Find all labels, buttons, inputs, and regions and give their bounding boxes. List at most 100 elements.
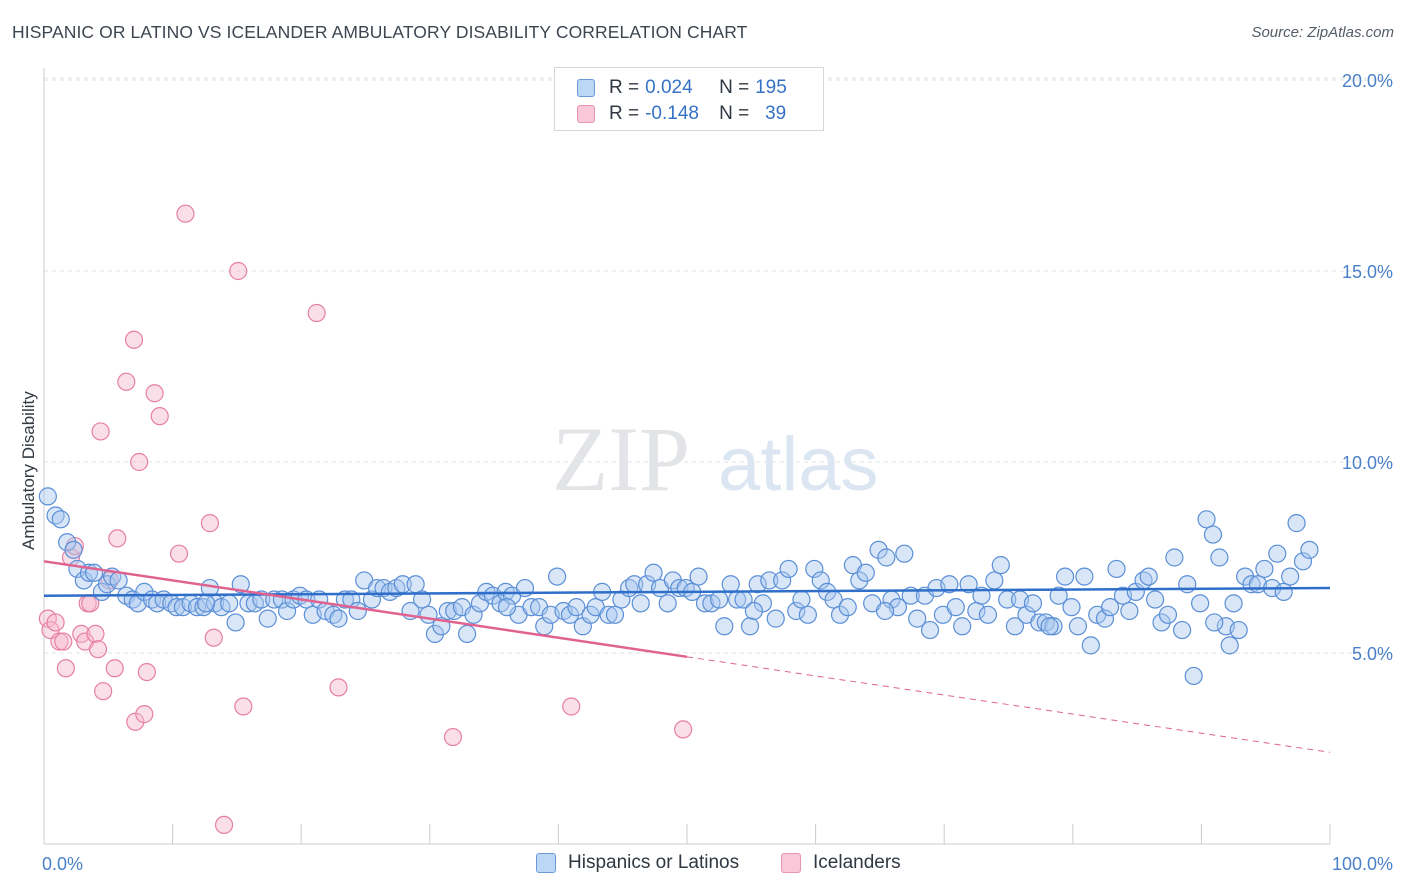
trend-lines: [43, 560, 1331, 753]
icelanders-point: [214, 815, 234, 835]
hispanics-point: [1158, 605, 1178, 624]
legend-r-value: -0.148: [645, 103, 699, 124]
hispanics-point: [978, 605, 998, 624]
hispanics-point: [1300, 540, 1319, 559]
hispanics-point: [277, 601, 297, 621]
hispanics-point: [721, 575, 740, 594]
hispanics-point: [457, 624, 477, 644]
hispanics-point: [946, 598, 965, 617]
hispanics-point: [985, 571, 1004, 590]
hispanics-point: [425, 624, 445, 644]
icelanders-point: [307, 303, 326, 323]
hispanics-point: [1139, 567, 1158, 586]
hispanics-point: [1220, 636, 1239, 655]
icelanders-points: [38, 204, 693, 835]
hispanics-point: [1049, 586, 1068, 605]
hispanics-point: [805, 559, 824, 579]
hispanics-point: [1030, 613, 1049, 632]
hispanics-point: [599, 605, 618, 624]
legend-row-hispanics: R = 0.024 N = 195: [577, 76, 787, 100]
legend-r-label: R =: [609, 103, 640, 124]
hispanics-point: [548, 567, 567, 586]
hispanics-point: [869, 540, 888, 559]
legend-n-value: 39: [765, 103, 787, 124]
watermark: ZIP atlas: [552, 408, 879, 510]
legend-swatch-pink: [781, 853, 801, 873]
icelanders-point: [108, 529, 127, 548]
hispanics-point: [787, 601, 806, 621]
hispanics-point: [792, 590, 811, 609]
icelanders-trend-extension: [686, 656, 1331, 753]
legend-item-hispanics: Hispanics or Latinos: [536, 852, 739, 874]
chart-title: HISPANIC OR LATINO VS ICELANDER AMBULATO…: [12, 22, 748, 42]
hispanics-point: [1152, 613, 1171, 632]
icelanders-point: [86, 624, 105, 644]
hispanics-point: [1075, 567, 1094, 586]
hispanics-trend-line: [43, 586, 1331, 597]
axes: [43, 68, 1331, 845]
hispanics-point: [658, 594, 677, 613]
icelanders-point: [169, 544, 189, 563]
hispanics-point: [748, 575, 767, 594]
hispanics-point: [412, 590, 432, 609]
hispanics-point: [760, 571, 779, 590]
hispanics-point: [877, 548, 896, 567]
hispanics-point: [567, 598, 586, 617]
legend-n-label: N =: [719, 103, 750, 124]
icelanders-point: [137, 662, 156, 682]
icelanders-point: [234, 697, 253, 716]
hispanics-point: [1197, 510, 1216, 529]
hispanics-point: [838, 598, 857, 617]
hispanics-point: [1184, 666, 1203, 686]
hispanics-point: [940, 575, 959, 594]
hispanics-point: [1224, 594, 1243, 613]
hispanics-point: [187, 598, 207, 617]
hispanics-point: [1055, 567, 1075, 586]
icelanders-point: [88, 640, 108, 659]
hispanics-point: [1205, 613, 1224, 632]
icelanders-point: [674, 720, 693, 739]
x-tick-label-start: 0.0%: [42, 854, 83, 874]
y-tick-label: 10.0%: [1342, 453, 1393, 473]
hispanics-point: [335, 590, 355, 609]
hispanics-point: [1023, 594, 1043, 613]
hispanics-point: [464, 605, 483, 624]
hispanics-point: [1040, 617, 1059, 636]
icelanders-point: [562, 697, 581, 716]
hispanics-point: [1005, 617, 1025, 636]
hispanics-point: [1095, 609, 1115, 628]
icelanders-point: [150, 407, 169, 426]
legend-swatch-blue: [577, 79, 595, 97]
legend-label-hispanics: Hispanics or Latinos: [568, 852, 740, 873]
hispanics-point: [348, 601, 367, 621]
hispanics-point: [64, 540, 83, 559]
hispanics-point: [644, 563, 663, 582]
grid-lines: [44, 77, 1394, 654]
hispanics-point: [406, 575, 425, 594]
watermark-atlas: atlas: [718, 422, 879, 507]
hispanics-point: [895, 544, 914, 563]
hispanics-point: [1274, 582, 1293, 601]
hispanics-point: [522, 598, 541, 617]
icelanders-point: [105, 659, 124, 678]
correlation-legend: R = 0.024 N = 195 R = -0.148 N = 39: [554, 67, 824, 131]
hispanics-point: [1081, 636, 1100, 655]
hispanics-point: [856, 563, 875, 582]
hispanics-point: [1044, 617, 1063, 636]
y-tick-label: 15.0%: [1342, 262, 1393, 282]
hispanics-point: [779, 559, 798, 579]
icelanders-point: [56, 659, 75, 678]
hispanics-point: [1100, 598, 1120, 617]
legend-row-icelanders: R = -0.148 N = 39: [577, 102, 786, 126]
hispanics-point: [1191, 594, 1210, 613]
icelanders-point: [204, 628, 223, 647]
icelanders-point: [91, 422, 110, 441]
icelanders-point: [176, 204, 195, 223]
hispanics-point: [875, 601, 895, 621]
hispanics-point: [1120, 601, 1139, 621]
legend-r-label: R =: [609, 77, 640, 98]
hispanics-point: [631, 594, 650, 613]
icelanders-point: [145, 384, 164, 403]
icelanders-point: [229, 261, 248, 281]
